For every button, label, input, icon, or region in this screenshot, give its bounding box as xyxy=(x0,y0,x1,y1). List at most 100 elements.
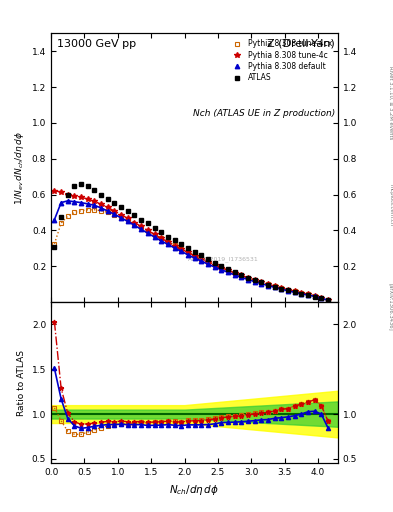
Pythia 8.308 default xyxy=(112,211,117,217)
Pythia 8.308 tune-4c xyxy=(206,259,210,265)
Pythia 8.308 tune-4cx xyxy=(119,214,123,220)
Pythia 8.308 tune-4cx xyxy=(319,295,324,301)
ATLAS xyxy=(306,292,310,298)
Pythia 8.308 tune-4c xyxy=(226,267,230,273)
Pythia 8.308 default xyxy=(292,289,297,295)
Pythia 8.308 tune-4cx xyxy=(152,231,157,238)
Pythia 8.308 tune-4cx xyxy=(252,277,257,283)
Pythia 8.308 default xyxy=(206,261,210,267)
ATLAS xyxy=(326,296,331,303)
Pythia 8.308 default xyxy=(319,295,324,302)
Pythia 8.308 tune-4c xyxy=(279,285,284,291)
Pythia 8.308 default xyxy=(152,234,157,240)
Pythia 8.308 tune-4cx xyxy=(192,252,197,259)
Pythia 8.308 default xyxy=(79,200,83,206)
Pythia 8.308 tune-4c xyxy=(125,216,130,222)
ATLAS xyxy=(79,181,83,187)
Pythia 8.308 default xyxy=(246,276,250,283)
Pythia 8.308 tune-4cx xyxy=(259,279,264,285)
ATLAS xyxy=(272,284,277,290)
ATLAS xyxy=(212,260,217,266)
Pythia 8.308 tune-4c xyxy=(272,283,277,289)
ATLAS xyxy=(246,274,250,281)
Pythia 8.308 tune-4cx xyxy=(52,241,57,247)
ATLAS xyxy=(266,282,270,288)
Pythia 8.308 tune-4cx xyxy=(232,270,237,276)
Pythia 8.308 tune-4c xyxy=(259,279,264,285)
Pythia 8.308 default xyxy=(172,245,177,251)
Pythia 8.308 default xyxy=(259,281,264,287)
Pythia 8.308 tune-4cx xyxy=(286,287,290,293)
Pythia 8.308 tune-4c xyxy=(65,191,70,198)
X-axis label: $N_{ch}/d\eta\,d\phi$: $N_{ch}/d\eta\,d\phi$ xyxy=(169,483,220,497)
Pythia 8.308 default xyxy=(252,279,257,285)
ATLAS xyxy=(312,293,317,300)
Pythia 8.308 tune-4c xyxy=(266,281,270,287)
Pythia 8.308 tune-4c xyxy=(85,196,90,202)
Pythia 8.308 default xyxy=(159,238,163,244)
ATLAS xyxy=(219,263,224,269)
Pythia 8.308 tune-4cx xyxy=(306,291,310,297)
Pythia 8.308 tune-4c xyxy=(165,239,170,245)
Pythia 8.308 tune-4cx xyxy=(132,221,137,227)
ATLAS xyxy=(292,289,297,295)
Pythia 8.308 default xyxy=(65,198,70,204)
Pythia 8.308 tune-4cx xyxy=(159,235,163,241)
ATLAS xyxy=(299,291,304,297)
Pythia 8.308 default xyxy=(52,217,57,223)
Pythia 8.308 tune-4cx xyxy=(179,246,184,252)
Pythia 8.308 default xyxy=(99,205,103,211)
Pythia 8.308 tune-4c xyxy=(79,194,83,200)
Pythia 8.308 tune-4c xyxy=(312,292,317,298)
ATLAS xyxy=(286,287,290,293)
Pythia 8.308 tune-4c xyxy=(92,198,97,204)
Pythia 8.308 default xyxy=(272,284,277,290)
Pythia 8.308 default xyxy=(286,288,290,294)
ATLAS xyxy=(199,252,204,259)
Pythia 8.308 tune-4cx xyxy=(112,211,117,218)
Pythia 8.308 tune-4c xyxy=(99,201,103,207)
Pythia 8.308 default xyxy=(132,222,137,228)
Text: ATLAS_2019_I1736531: ATLAS_2019_I1736531 xyxy=(188,256,259,262)
Pythia 8.308 default xyxy=(179,248,184,254)
Pythia 8.308 tune-4c xyxy=(52,188,57,194)
ATLAS xyxy=(185,245,190,251)
Pythia 8.308 tune-4c xyxy=(319,295,324,301)
Pythia 8.308 default xyxy=(226,269,230,275)
ATLAS xyxy=(99,191,103,198)
ATLAS xyxy=(59,214,63,220)
Legend: Pythia 8.308 tune-4cx, Pythia 8.308 tune-4c, Pythia 8.308 default, ATLAS: Pythia 8.308 tune-4cx, Pythia 8.308 tune… xyxy=(227,37,334,84)
ATLAS xyxy=(165,233,170,240)
Pythia 8.308 tune-4c xyxy=(132,220,137,226)
Pythia 8.308 tune-4cx xyxy=(125,217,130,223)
ATLAS xyxy=(232,269,237,275)
Pythia 8.308 tune-4cx xyxy=(299,290,304,296)
Pythia 8.308 default xyxy=(239,274,244,280)
Pythia 8.308 tune-4cx xyxy=(226,267,230,273)
Pythia 8.308 tune-4cx xyxy=(199,255,204,262)
ATLAS xyxy=(172,237,177,243)
Pythia 8.308 tune-4cx xyxy=(72,209,77,216)
Pythia 8.308 tune-4c xyxy=(219,265,224,271)
Pythia 8.308 tune-4cx xyxy=(85,207,90,213)
Y-axis label: Ratio to ATLAS: Ratio to ATLAS xyxy=(17,350,26,416)
ATLAS xyxy=(145,220,150,226)
Pythia 8.308 tune-4cx xyxy=(105,209,110,216)
Pythia 8.308 tune-4c xyxy=(119,211,123,218)
ATLAS xyxy=(125,208,130,214)
Pythia 8.308 default xyxy=(145,230,150,237)
Pythia 8.308 tune-4c xyxy=(145,227,150,233)
Text: [arXiv:1306.3436]: [arXiv:1306.3436] xyxy=(389,283,393,331)
Pythia 8.308 tune-4cx xyxy=(139,224,143,230)
Pythia 8.308 tune-4c xyxy=(112,208,117,214)
Pythia 8.308 tune-4c xyxy=(252,277,257,283)
Pythia 8.308 tune-4c xyxy=(105,204,110,210)
Pythia 8.308 tune-4cx xyxy=(79,208,83,214)
Pythia 8.308 tune-4cx xyxy=(59,220,63,226)
Pythia 8.308 tune-4cx xyxy=(145,228,150,234)
Y-axis label: $1/N_{ev}\,dN_{ch}/d\eta\,d\phi$: $1/N_{ev}\,dN_{ch}/d\eta\,d\phi$ xyxy=(13,131,26,205)
ATLAS xyxy=(65,193,70,199)
Pythia 8.308 tune-4c xyxy=(326,297,331,303)
ATLAS xyxy=(206,256,210,262)
Pythia 8.308 tune-4c xyxy=(179,246,184,252)
